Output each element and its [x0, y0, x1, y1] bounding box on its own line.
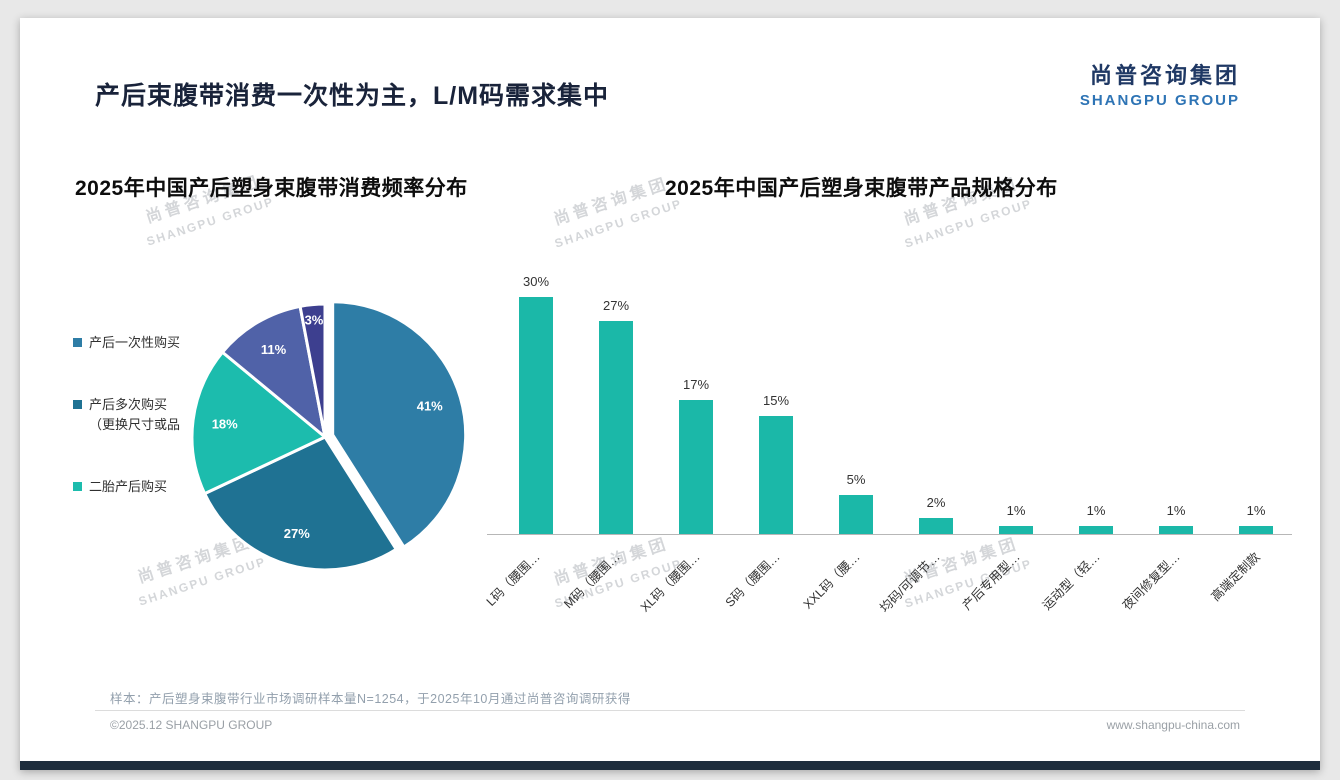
- bar: [839, 494, 873, 534]
- bar-chart-category-axis: L码（腰围… M码（腰围… XL码（腰围… S码（腰围… XXL码（腰… 均码/可调节… 产…: [484, 541, 1292, 671]
- bar: [679, 399, 713, 534]
- pie-value-label: 3%: [305, 312, 324, 327]
- legend-label: 产后多次购买 （更换尺寸或品: [89, 397, 181, 433]
- legend-label: 产后一次性购买: [89, 335, 181, 350]
- legend-item: 二胎产后购买: [73, 477, 233, 497]
- legend-marker: [73, 400, 82, 410]
- watermark-cn: 尚普咨询集团: [551, 175, 672, 229]
- bar-value-label: 1%: [1246, 503, 1266, 519]
- bar-value-label: 30%: [522, 274, 550, 289]
- pie-slice: [203, 435, 398, 572]
- bar-value-label: 1%: [1166, 503, 1186, 519]
- legend-item: 产后多次购买 （更换尺寸或品: [73, 395, 233, 435]
- pie-value-label: 18%: [212, 416, 238, 431]
- sample-note: 样本：产后塑身束腹带行业市场调研样本量N=1254，于2025年10月通过尚普咨…: [110, 692, 631, 706]
- bar-value-label: 1%: [1006, 503, 1026, 519]
- brand-logo-en: SHANGPU GROUP: [1079, 92, 1240, 109]
- bar: [1239, 526, 1273, 534]
- bar-value-label: 1%: [1086, 503, 1106, 519]
- pie-slice: [221, 304, 327, 439]
- website-link: www.shangpu-china.com: [1106, 718, 1240, 732]
- bar: [1079, 526, 1113, 534]
- bar-value-label: 15%: [762, 392, 790, 408]
- bar-value-label: 17%: [682, 376, 710, 392]
- legend-marker: [73, 482, 82, 492]
- bar-value-label: 5%: [846, 471, 866, 487]
- page-title: 产后束腹带消费一次性为主，L/M码需求集中: [95, 82, 610, 110]
- legend-marker: [73, 338, 82, 347]
- bar-chart-title: 2025年中国产后塑身束腹带产品规格分布: [665, 177, 1058, 200]
- bar-chart-plot: 30% 27% 17% 15% 5% 2% 1% 1% 1% 1%: [487, 248, 1292, 535]
- bar-value-label: 27%: [602, 297, 630, 313]
- watermark-en: SHANGPU GROUP: [902, 195, 1034, 251]
- bar: [919, 518, 953, 534]
- footer-divider: [95, 710, 1245, 711]
- copyright-text: ©2025.12 SHANGPU GROUP: [110, 718, 273, 732]
- bar: [599, 320, 633, 534]
- pie-chart-title: 2025年中国产后塑身束腹带消费频率分布: [75, 177, 468, 200]
- legend-label: 二胎产后购买: [89, 479, 168, 495]
- pie-value-label: 41%: [417, 399, 443, 414]
- bar: [999, 526, 1033, 534]
- watermark: 尚普咨询集团 SHANGPU GROUP: [545, 170, 685, 252]
- brand-logo: 尚普咨询集团 SHANGPU GROUP: [1080, 58, 1240, 109]
- legend-item: 产后一次性购买: [73, 333, 233, 353]
- bar: [1159, 526, 1193, 534]
- bar-value-label: 2%: [926, 495, 946, 511]
- bottom-accent-bar: [20, 761, 1320, 770]
- pie-slice: [331, 300, 468, 549]
- pie-chart: 41% 27% 18% 11% 3%: [190, 300, 468, 572]
- pie-slice: [298, 302, 327, 439]
- slide-card: 尚普咨询集团 SHANGPU GROUP 尚普咨询集团 SHANGPU GROUP 尚普…: [20, 18, 1320, 770]
- pie-slice: [190, 350, 327, 496]
- pie-value-label: 27%: [284, 526, 310, 541]
- pie-value-label: 11%: [261, 342, 287, 357]
- bar: [519, 297, 553, 534]
- brand-logo-cn: 尚普咨询集团: [1089, 63, 1240, 88]
- watermark-en: SHANGPU GROUP: [552, 195, 684, 251]
- bar: [759, 415, 793, 534]
- pie-legend: 产后一次性购买产后多次购买 （更换尺寸或品二胎产后购买: [73, 333, 233, 540]
